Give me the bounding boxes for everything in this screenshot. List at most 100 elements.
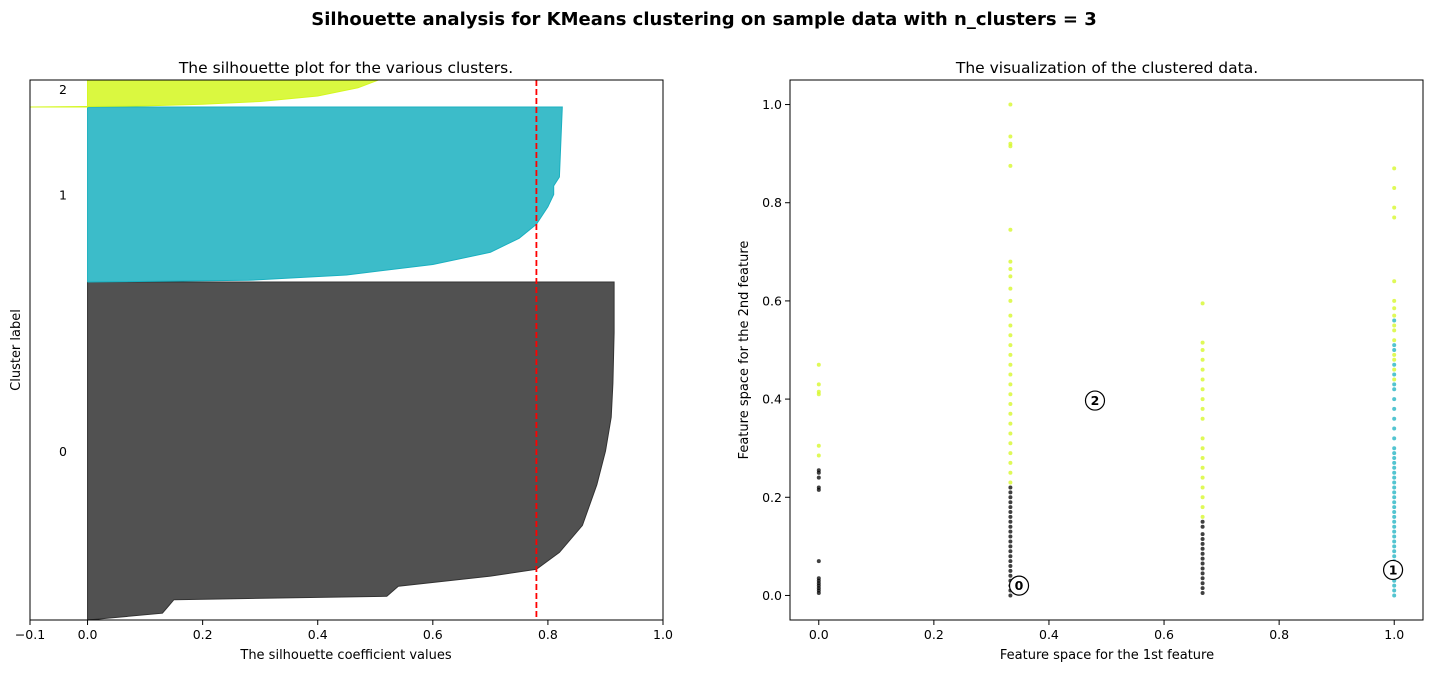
scatter-point-cluster-2 xyxy=(1200,387,1205,392)
cluster-center-marker xyxy=(1008,575,1030,596)
silhouette-fills xyxy=(30,80,615,620)
silhouette-cluster-2 xyxy=(30,80,380,108)
silhouette-y-axis-label: Cluster label xyxy=(9,309,24,391)
y-tick-label: 0.0 xyxy=(762,588,782,603)
scatter-point-cluster-2 xyxy=(1008,102,1013,107)
x-tick-label: 0.2 xyxy=(924,627,944,642)
scatter-point-cluster-2 xyxy=(1008,313,1013,318)
scatter-point-cluster-0 xyxy=(1200,581,1205,586)
scatter-point-cluster-2 xyxy=(1392,306,1397,311)
scatter-point-cluster-1 xyxy=(1392,436,1397,441)
scatter-point-cluster-1 xyxy=(1392,406,1397,411)
scatter-point-cluster-2 xyxy=(1008,372,1013,377)
cluster-label-1: 1 xyxy=(59,188,67,203)
scatter-point-cluster-2 xyxy=(1200,505,1205,510)
scatter-point-cluster-0 xyxy=(1008,490,1013,495)
silhouette-cluster-1 xyxy=(87,106,563,283)
scatter-point-cluster-0 xyxy=(1008,495,1013,500)
scatter-point-cluster-0 xyxy=(1008,514,1013,519)
scatter-point-cluster-0 xyxy=(1008,500,1013,505)
cluster-labels: 0 1 2 xyxy=(59,82,67,459)
scatter-point-cluster-1 xyxy=(1392,318,1397,323)
scatter-point-cluster-2 xyxy=(1008,259,1013,264)
scatter-point-cluster-1 xyxy=(1392,426,1397,431)
scatter-point-cluster-1 xyxy=(1392,544,1397,549)
scatter-point-cluster-2 xyxy=(1200,377,1205,382)
scatter-point-cluster-0 xyxy=(1200,537,1205,541)
silhouette-plot-frame xyxy=(29,79,664,621)
scatter-point-cluster-0 xyxy=(1008,510,1013,514)
scatter-point-cluster-1 xyxy=(1392,554,1397,559)
scatter-point-cluster-2 xyxy=(1200,456,1205,460)
scatter-point-cluster-2 xyxy=(1008,323,1013,328)
scatter-point-cluster-0 xyxy=(1008,539,1013,544)
scatter-point-cluster-2 xyxy=(1200,514,1205,519)
scatter-point-cluster-2 xyxy=(1008,163,1013,168)
scatter-point-cluster-1 xyxy=(1392,465,1397,470)
x-tick-label: 0.2 xyxy=(193,627,213,642)
scatter-point-cluster-1 xyxy=(1392,539,1397,544)
scatter-plot-frame xyxy=(789,79,1424,621)
x-tick-label: 0.6 xyxy=(1154,627,1174,642)
scatter-point-cluster-1 xyxy=(1392,583,1397,588)
scatter-point-cluster-0 xyxy=(1200,571,1205,576)
scatter-point-cluster-2 xyxy=(816,453,821,458)
scatter-point-cluster-2 xyxy=(1008,343,1013,348)
scatter-point-cluster-0 xyxy=(1200,556,1205,561)
scatter-point-cluster-1 xyxy=(1392,416,1397,421)
scatter-point-cluster-1 xyxy=(1392,519,1397,524)
scatter-point-cluster-2 xyxy=(1392,279,1397,284)
scatter-point-cluster-2 xyxy=(1392,357,1397,362)
scatter-point-cluster-2 xyxy=(1392,377,1397,382)
scatter-point-cluster-1 xyxy=(1392,524,1397,529)
scatter-point-cluster-1 xyxy=(1392,382,1397,387)
scatter-point-cluster-1 xyxy=(1392,397,1397,402)
x-tick-label: 1.0 xyxy=(653,627,673,642)
scatter-point-cluster-1 xyxy=(1392,500,1397,505)
scatter-point-cluster-0 xyxy=(1200,576,1205,581)
silhouette-cluster-0 xyxy=(87,281,615,620)
scatter-point-cluster-1 xyxy=(1392,510,1397,514)
scatter-point-cluster-1 xyxy=(1392,490,1397,495)
scatter-point-cluster-0 xyxy=(1008,564,1013,568)
scatter-point-cluster-0 xyxy=(1200,524,1205,529)
scatter-point-cluster-2 xyxy=(1200,436,1205,441)
scatter-point-cluster-2 xyxy=(1392,328,1397,333)
cluster-center-marker xyxy=(1084,390,1106,411)
scatter-x-ticks: 0.0 0.2 0.4 0.6 0.8 1.0 xyxy=(809,620,1404,642)
scatter-point-cluster-2 xyxy=(1008,460,1013,465)
silhouette-plot: The silhouette plot for the various clus… xyxy=(9,59,673,663)
scatter-point-cluster-2 xyxy=(1008,352,1013,357)
scatter-point-cluster-2 xyxy=(1008,134,1013,139)
scatter-point-cluster-0 xyxy=(1008,573,1013,578)
scatter-point-cluster-2 xyxy=(1392,338,1397,343)
scatter-point-cluster-0 xyxy=(1008,544,1013,549)
x-tick-label: 0.0 xyxy=(809,627,829,642)
cluster-label-0: 0 xyxy=(59,444,67,459)
scatter-point-cluster-1 xyxy=(1392,549,1397,554)
scatter-point-cluster-2 xyxy=(1008,362,1013,367)
scatter-point-cluster-0 xyxy=(1008,524,1013,529)
cluster-center-marker xyxy=(1382,559,1404,581)
scatter-points xyxy=(816,102,1397,598)
scatter-point-cluster-2 xyxy=(1392,313,1397,318)
scatter-point-cluster-2 xyxy=(1008,141,1013,146)
y-tick-label: 0.4 xyxy=(762,392,782,407)
scatter-point-cluster-0 xyxy=(1008,593,1013,598)
x-tick-label: 0.6 xyxy=(423,627,443,642)
scatter-point-cluster-2 xyxy=(1008,421,1013,426)
scatter-point-cluster-2 xyxy=(1008,267,1013,271)
scatter-point-cluster-2 xyxy=(1200,348,1205,352)
figure-suptitle: Silhouette analysis for KMeans clusterin… xyxy=(311,9,1096,30)
scatter-point-cluster-2 xyxy=(1008,431,1013,436)
scatter-point-cluster-2 xyxy=(816,362,821,367)
scatter-point-cluster-2 xyxy=(1200,340,1205,345)
scatter-point-cluster-2 xyxy=(1392,323,1397,328)
x-tick-label: 0.0 xyxy=(78,627,98,642)
scatter-point-cluster-2 xyxy=(1008,411,1013,416)
scatter-point-cluster-0 xyxy=(1008,549,1013,554)
cluster-center-label: 1 xyxy=(1389,562,1398,577)
scatter-point-cluster-1 xyxy=(1392,529,1397,534)
scatter-point-cluster-2 xyxy=(1392,352,1397,357)
